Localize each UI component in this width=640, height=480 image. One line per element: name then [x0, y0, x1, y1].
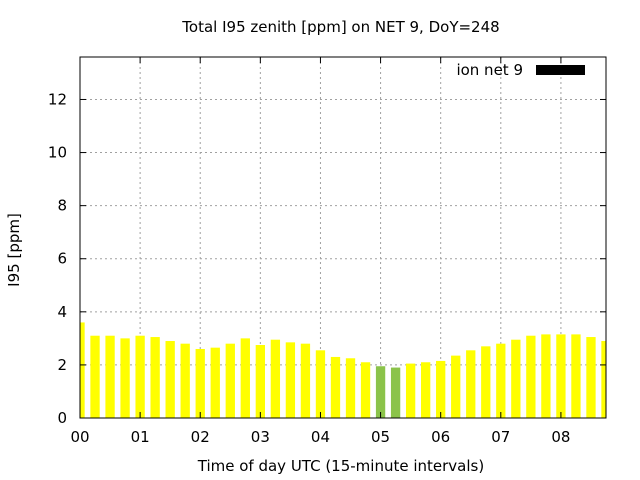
x-axis-label: Time of day UTC (15-minute intervals)	[197, 457, 484, 475]
y-axis-label: I95 [ppm]	[5, 213, 23, 287]
bar	[90, 335, 100, 418]
bar	[436, 360, 446, 418]
x-tick-label: 08	[551, 428, 570, 446]
x-tick-label: 01	[131, 428, 150, 446]
bar	[270, 339, 281, 418]
bar	[300, 343, 311, 418]
bar	[330, 356, 341, 418]
bar	[601, 341, 606, 418]
bar	[135, 335, 145, 418]
bar	[390, 367, 401, 418]
y-tick-label: 10	[48, 144, 67, 162]
y-tick-label: 8	[57, 197, 67, 215]
bar	[195, 348, 205, 418]
bar	[541, 334, 551, 418]
y-tick-label: 2	[57, 356, 67, 374]
bars	[80, 322, 606, 418]
bar	[405, 363, 416, 418]
x-tick-label: 07	[491, 428, 510, 446]
bar	[150, 337, 160, 418]
bar	[526, 335, 536, 418]
x-tick-label: 00	[70, 428, 89, 446]
plot-frame	[79, 56, 607, 419]
bar	[375, 366, 386, 418]
bar	[345, 358, 356, 418]
bar	[586, 337, 596, 418]
x-tick-label: 05	[371, 428, 390, 446]
bar	[360, 362, 371, 418]
x-tick-label: 06	[431, 428, 450, 446]
bar	[285, 342, 296, 418]
y-tick-label: 12	[48, 90, 67, 108]
bar	[315, 350, 326, 418]
x-tick-label: 02	[191, 428, 210, 446]
x-tick-label: 03	[251, 428, 270, 446]
bar	[180, 343, 190, 418]
bar	[571, 334, 581, 418]
grid	[80, 57, 606, 418]
bar	[105, 335, 115, 418]
bar	[120, 338, 130, 418]
bar	[481, 346, 491, 418]
y-tick-label: 6	[57, 250, 67, 268]
bar	[420, 362, 431, 418]
bar	[466, 350, 476, 418]
x-tick-label: 04	[311, 428, 330, 446]
legend-label: ion net 9	[456, 61, 523, 79]
bar	[240, 338, 250, 418]
bar	[496, 343, 506, 418]
bar	[451, 355, 461, 418]
bar	[225, 343, 235, 418]
bar	[255, 345, 266, 418]
bar	[511, 339, 521, 418]
y-tick-label: 0	[57, 409, 67, 427]
bar	[556, 334, 566, 418]
legend-swatch	[536, 65, 585, 75]
y-tick-label: 4	[57, 303, 67, 321]
chart-title: Total I95 zenith [ppm] on NET 9, DoY=248	[181, 18, 499, 36]
legend: ion net 9	[456, 61, 585, 79]
bar	[165, 341, 175, 418]
bar	[80, 322, 85, 418]
bar	[210, 347, 220, 418]
